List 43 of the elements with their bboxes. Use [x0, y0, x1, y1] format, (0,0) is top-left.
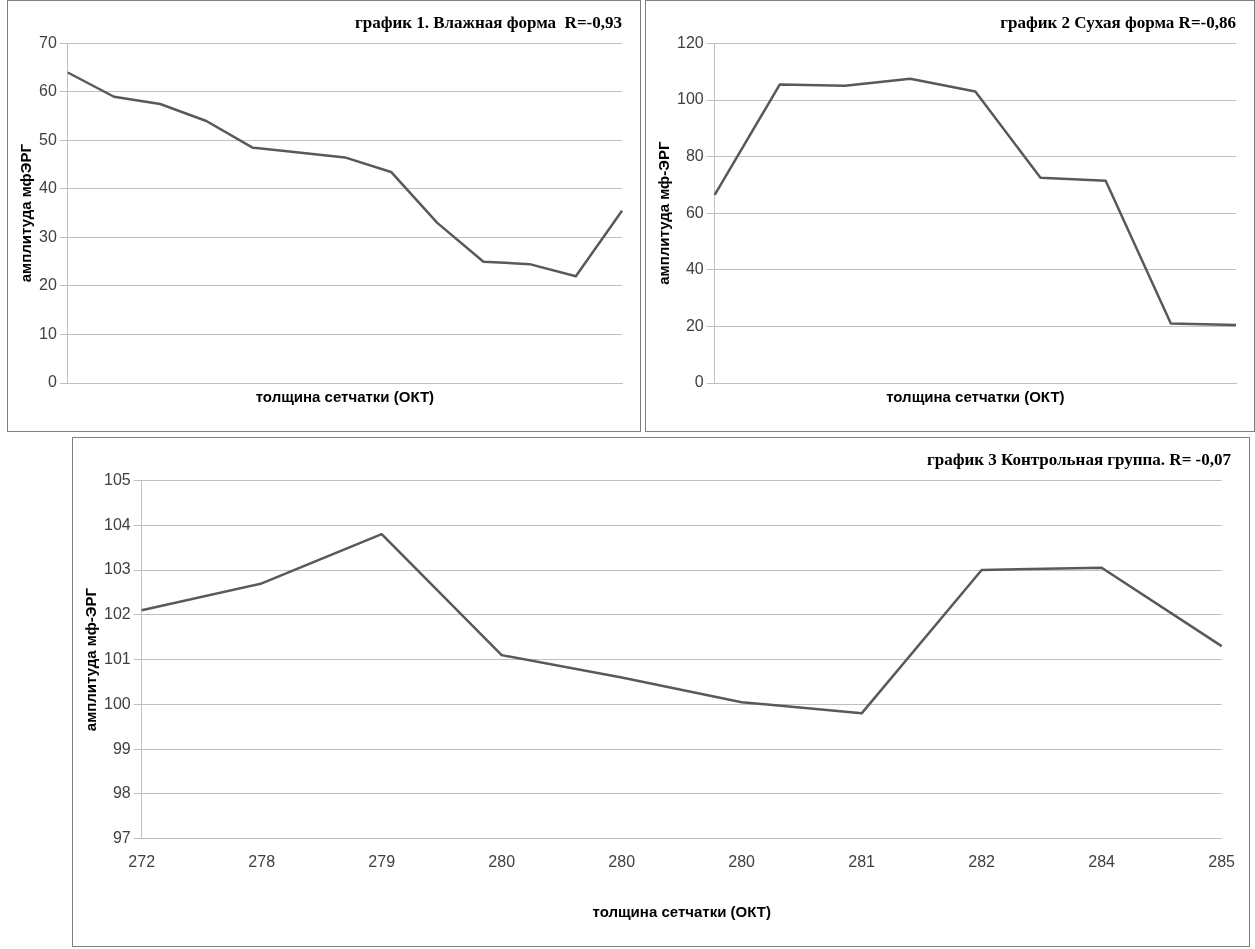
y-tick-label: 100 — [103, 694, 131, 712]
y-tick-label: 99 — [112, 739, 131, 757]
y-tick-label: 40 — [685, 260, 704, 278]
y-tick-label: 97 — [112, 829, 131, 847]
y-tick-label: 0 — [47, 373, 57, 391]
y-tick-label: 60 — [685, 203, 704, 221]
x-axis-title: толщина сетчатки (ОКТ) — [255, 388, 435, 406]
y-axis-title: амплитуда мф-ЭРГ — [655, 141, 673, 285]
y-tick-label: 70 — [39, 33, 57, 51]
y-tick-label: 98 — [112, 784, 131, 802]
x-tick-label: 280 — [728, 852, 756, 870]
y-tick-label: 120 — [676, 33, 704, 51]
y-tick-label: 103 — [103, 560, 131, 578]
y-tick-label: 50 — [39, 130, 57, 148]
x-tick-label: 282 — [968, 852, 996, 870]
y-tick-label: 30 — [39, 227, 57, 245]
y-tick-label: 20 — [685, 316, 704, 334]
x-tick-label: 280 — [608, 852, 636, 870]
x-tick-label: 272 — [128, 852, 156, 870]
x-tick-label: 284 — [1088, 852, 1116, 870]
x-tick-label: 278 — [248, 852, 276, 870]
y-tick-label: 102 — [103, 605, 131, 623]
y-tick-label: 40 — [39, 179, 57, 197]
x-axis-title: толщина сетчатки (ОКТ) — [886, 388, 1065, 406]
y-tick-label: 10 — [39, 324, 57, 342]
chart-title: график 2 Сухая форма R=-0,86 — [1000, 12, 1236, 32]
y-axis-title: амплитуда мф-ЭРГ — [82, 587, 100, 732]
y-tick-label: 0 — [694, 373, 704, 391]
y-tick-label: 101 — [103, 650, 131, 668]
chart-title: график 1. Влажная форма R=-0,93 — [354, 12, 622, 32]
x-tick-label: 279 — [368, 852, 396, 870]
y-tick-label: 104 — [103, 515, 131, 533]
y-tick-label: 60 — [39, 82, 57, 100]
y-tick-label: 80 — [685, 147, 704, 165]
x-tick-label: 285 — [1208, 852, 1236, 870]
x-tick-label: 280 — [488, 852, 516, 870]
y-tick-label: 105 — [103, 470, 131, 488]
y-tick-label: 100 — [676, 90, 704, 108]
x-axis-title: толщина сетчатки (ОКТ) — [592, 903, 771, 921]
y-axis-title: амплитуда мфЭРГ — [17, 143, 35, 283]
y-tick-label: 20 — [39, 276, 57, 294]
x-tick-label: 281 — [848, 852, 876, 870]
chart-title: график 3 Контрольная группа. R= -0,07 — [926, 449, 1232, 469]
